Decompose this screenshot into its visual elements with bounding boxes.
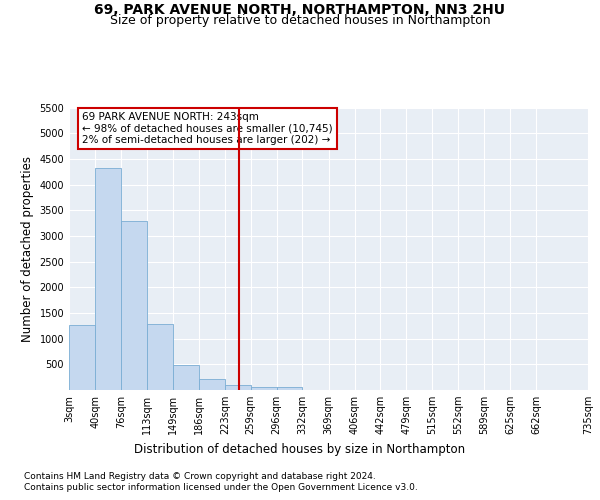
Bar — [277, 387, 302, 390]
Text: Contains public sector information licensed under the Open Government Licence v3: Contains public sector information licen… — [24, 484, 418, 492]
Text: Distribution of detached houses by size in Northampton: Distribution of detached houses by size … — [134, 442, 466, 456]
Text: 69, PARK AVENUE NORTH, NORTHAMPTON, NN3 2HU: 69, PARK AVENUE NORTH, NORTHAMPTON, NN3 … — [95, 2, 505, 16]
Bar — [173, 365, 199, 390]
Bar — [147, 324, 173, 390]
Bar — [121, 220, 147, 390]
Text: Contains HM Land Registry data © Crown copyright and database right 2024.: Contains HM Land Registry data © Crown c… — [24, 472, 376, 481]
Text: Size of property relative to detached houses in Northampton: Size of property relative to detached ho… — [110, 14, 490, 27]
Y-axis label: Number of detached properties: Number of detached properties — [21, 156, 34, 342]
Bar — [95, 168, 121, 390]
Bar — [69, 325, 95, 390]
Text: 69 PARK AVENUE NORTH: 243sqm
← 98% of detached houses are smaller (10,745)
2% of: 69 PARK AVENUE NORTH: 243sqm ← 98% of de… — [82, 112, 332, 145]
Bar — [251, 388, 277, 390]
Bar — [199, 379, 225, 390]
Bar — [225, 386, 251, 390]
